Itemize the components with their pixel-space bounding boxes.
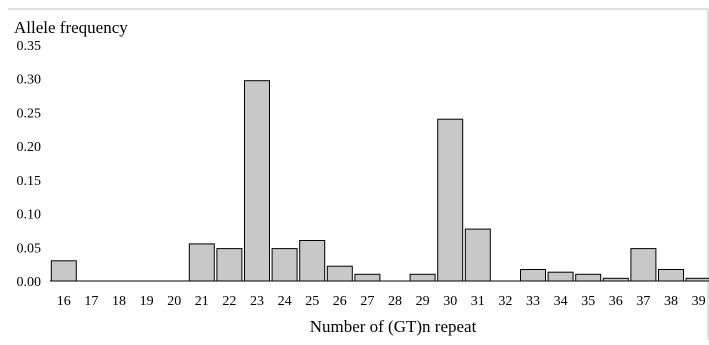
bar-21 <box>188 243 215 282</box>
y-axis-label: Allele frequency <box>14 18 128 37</box>
x-tick-label: 34 <box>554 294 568 309</box>
x-tick-label: 21 <box>195 294 209 309</box>
x-axis-title: Number of (GT)n repeat <box>310 317 477 336</box>
bar-22 <box>216 248 243 282</box>
bar-27 <box>354 273 381 282</box>
x-tick-label: 17 <box>84 294 98 309</box>
x-tick-label: 20 <box>167 294 181 309</box>
bar-33 <box>520 269 546 282</box>
x-tick-label: 22 <box>222 294 236 309</box>
x-tick-label: 25 <box>305 294 319 309</box>
y-tick-label: 0.10 <box>17 208 42 223</box>
x-tick-label: 30 <box>443 294 457 309</box>
y-tick-label: 0.25 <box>17 106 42 121</box>
x-tick-label: 16 <box>57 294 71 309</box>
bar-24 <box>271 248 298 282</box>
bar-25 <box>299 240 326 282</box>
bar-23 <box>244 80 270 282</box>
x-tick-label: 27 <box>360 294 374 309</box>
x-tick-label: 26 <box>333 294 347 309</box>
bar-26 <box>326 265 353 282</box>
y-tick-label: 0.00 <box>17 275 42 290</box>
chart-frame <box>8 8 709 340</box>
bar-38 <box>658 269 684 282</box>
bar-29 <box>409 273 436 282</box>
y-tick-label: 0.30 <box>17 73 42 88</box>
bar-35 <box>575 273 602 282</box>
bar-31 <box>464 228 491 282</box>
y-tick-label: 0.15 <box>17 174 42 189</box>
x-tick-label: 35 <box>581 294 595 309</box>
y-tick-label: 0.35 <box>17 39 42 54</box>
x-tick-label: 39 <box>692 294 706 309</box>
x-tick-label: 32 <box>498 294 512 309</box>
x-tick-label: 24 <box>278 294 292 309</box>
x-tick-label: 33 <box>526 294 540 309</box>
bar-34 <box>547 271 574 282</box>
x-tick-label: 19 <box>140 294 154 309</box>
x-tick-label: 31 <box>471 294 485 309</box>
x-tick-label: 18 <box>112 294 126 309</box>
x-tick-label: 37 <box>636 294 650 309</box>
bar-16 <box>50 260 77 282</box>
bar-37 <box>630 248 657 282</box>
x-tick-label: 29 <box>416 294 430 309</box>
x-tick-label: 23 <box>250 294 264 309</box>
x-tick-label: 36 <box>609 294 623 309</box>
y-tick-label: 0.20 <box>17 140 42 155</box>
x-tick-label: 38 <box>664 294 678 309</box>
y-tick-label: 0.05 <box>17 241 42 256</box>
x-tick-label: 28 <box>388 294 402 309</box>
bar-30 <box>437 118 464 282</box>
